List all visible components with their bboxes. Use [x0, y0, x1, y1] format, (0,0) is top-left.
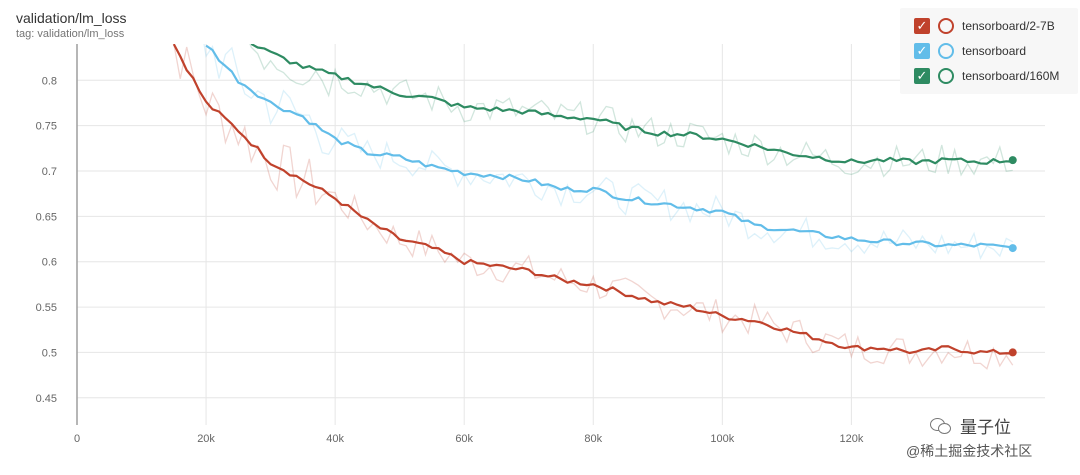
legend-item-tensorboard[interactable]: ✓ tensorboard [914, 41, 1026, 61]
series-line-1 [205, 44, 1013, 249]
watermark-brand: 量子位 [930, 413, 1011, 438]
legend-item-160m[interactable]: ✓ tensorboard/160M [914, 66, 1059, 86]
smoothed-series [172, 44, 1017, 357]
legend-label: tensorboard [962, 44, 1027, 58]
series-line-0 [172, 44, 1013, 355]
x-tick-label: 120k [839, 433, 863, 445]
x-tick-label: 100k [710, 433, 734, 445]
legend-label: tensorboard/2-7B [962, 19, 1055, 33]
circle-icon [938, 18, 954, 34]
raw-series [173, 44, 1014, 370]
grid [77, 44, 1045, 425]
legend-label: tensorboard/160M [962, 69, 1060, 83]
y-tick-label: 0.8 [42, 75, 57, 87]
y-tick-label: 0.7 [42, 166, 57, 178]
y-tick-label: 0.45 [36, 393, 57, 405]
y-tick-label: 0.65 [36, 211, 57, 223]
y-tick-label: 0.5 [42, 347, 57, 359]
y-tick-label: 0.75 [36, 121, 57, 133]
series-endpoint-0 [1008, 348, 1017, 357]
x-tick-label: 40k [326, 433, 344, 445]
checkbox-checked-icon[interactable]: ✓ [914, 68, 930, 84]
chart-tag: tag: validation/lm_loss [16, 28, 125, 40]
raw-line-1 [203, 44, 1014, 260]
circle-icon [938, 68, 954, 84]
raw-line-0 [173, 44, 1014, 370]
wechat-icon [930, 417, 952, 434]
axes: 0.45 0.5 0.55 0.6 0.65 0.7 0.75 0.8 0 20k 40k 60k 80… [36, 44, 864, 445]
series-endpoint-1 [1008, 244, 1017, 253]
legend-item-2-7b[interactable]: ✓ tensorboard/2-7B [914, 16, 1055, 36]
watermark-brand-text: 量子位 [960, 418, 1011, 437]
y-tick-label: 0.6 [42, 257, 57, 269]
y-tick-label: 0.55 [36, 302, 57, 314]
chart-title: validation/lm_loss [16, 10, 127, 26]
x-tick-label: 20k [197, 433, 215, 445]
series-line-2 [250, 44, 1013, 166]
x-tick-label: 60k [455, 433, 473, 445]
x-tick-label: 80k [584, 433, 602, 445]
watermark-community: @稀土掘金技术社区 [906, 443, 1033, 459]
circle-icon [938, 43, 954, 59]
series-endpoint-2 [1008, 156, 1017, 165]
raw-line-2 [249, 44, 1013, 178]
checkbox-checked-icon[interactable]: ✓ [914, 18, 930, 34]
x-tick-label: 0 [74, 433, 80, 445]
checkbox-checked-icon[interactable]: ✓ [914, 43, 930, 59]
legend: ✓ tensorboard/2-7B ✓ tensorboard ✓ tenso… [900, 8, 1078, 94]
